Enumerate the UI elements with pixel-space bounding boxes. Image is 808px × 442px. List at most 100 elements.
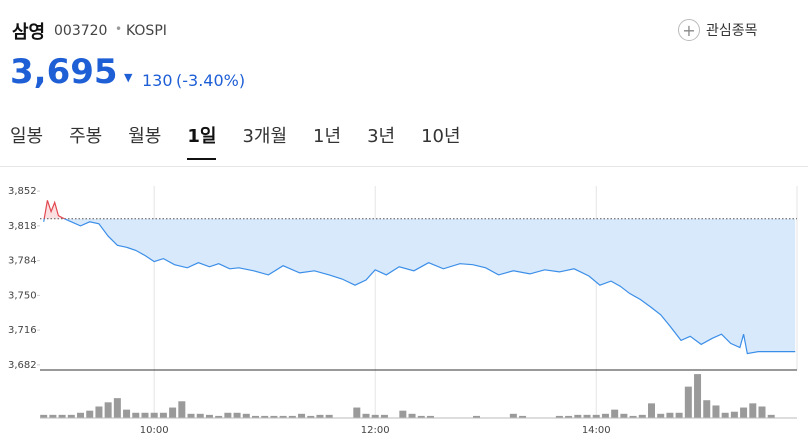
volume-bar	[758, 406, 766, 418]
volume-bar	[270, 415, 278, 418]
volume-bar	[611, 409, 619, 418]
price: 3,695	[10, 52, 118, 92]
volume-bar	[123, 409, 131, 418]
change-rate: (-3.40%)	[176, 71, 246, 90]
y-tick-label: 3,750	[8, 290, 37, 301]
volume-bar	[767, 414, 775, 418]
plus-icon: +	[678, 19, 700, 41]
volume-bar	[362, 413, 370, 418]
volume-bar	[629, 415, 637, 418]
tab[interactable]: 3년	[367, 126, 396, 147]
volume-bar	[178, 401, 186, 418]
divider	[0, 166, 808, 167]
y-tick-label: 3,852	[8, 186, 37, 197]
x-tick-label: 12:00	[361, 425, 390, 436]
tab[interactable]: 1년	[313, 126, 342, 147]
volume-bar	[426, 415, 434, 418]
tabs: 일봉 주봉 월봉 1일 3개월 1년 3년 10년	[10, 122, 487, 160]
volume-bar	[187, 413, 195, 418]
volume-bar	[113, 398, 121, 418]
volume-bar	[233, 412, 241, 418]
y-tick-label: 3,818	[8, 221, 37, 232]
volume-bar	[325, 414, 333, 418]
volume-bar	[703, 400, 711, 418]
volume-bar	[555, 415, 563, 418]
volume-bar	[684, 386, 692, 418]
volume-bar	[141, 412, 149, 418]
volume-bar	[251, 415, 259, 418]
volume-bar	[675, 412, 683, 418]
volume-bar	[215, 415, 223, 418]
volume-bar	[638, 414, 646, 418]
volume-bar	[371, 414, 379, 418]
x-tick-label: 14:00	[582, 425, 611, 436]
volume-bar	[574, 414, 582, 418]
tab[interactable]: 일봉	[10, 126, 44, 147]
volume-bar	[592, 414, 600, 418]
volume-bar	[730, 411, 738, 418]
volume-bar	[399, 410, 407, 418]
volume-bar	[86, 410, 94, 418]
volume-bar	[242, 413, 250, 418]
volume-bar	[67, 414, 75, 418]
volume-bar	[666, 412, 674, 418]
volume-bar	[196, 413, 204, 418]
stock-name: 삼영	[12, 22, 46, 43]
price-line	[43, 218, 796, 355]
volume-bar	[77, 412, 85, 418]
volume-bar	[749, 403, 757, 418]
volume-bar	[49, 414, 57, 418]
volume-bar	[565, 415, 573, 418]
volume-bar	[657, 413, 665, 418]
volume-bar	[58, 414, 66, 418]
volume-bar	[104, 402, 112, 418]
volume-bar	[694, 374, 702, 418]
down-arrow: ▼	[124, 71, 133, 84]
volume-bar	[721, 412, 729, 418]
volume-bar	[620, 413, 628, 418]
stock-code: 003720	[54, 23, 108, 39]
volume-bar	[601, 413, 609, 418]
volume-bar	[473, 415, 481, 418]
y-tick-label: 3,682	[8, 360, 37, 371]
watch-label: 관심종목	[706, 23, 758, 39]
y-tick-label: 3,784	[8, 256, 37, 267]
volume-bar	[159, 412, 167, 418]
volume-bar	[95, 406, 103, 418]
volume-bar	[740, 407, 748, 418]
volume-bar	[132, 412, 140, 418]
area-below	[43, 218, 796, 354]
market: KOSPI	[126, 23, 167, 39]
x-tick-label: 10:00	[140, 425, 169, 436]
tab[interactable]: 10년	[421, 126, 461, 147]
volume-bar	[417, 415, 425, 418]
volume-bar	[647, 403, 655, 418]
volume-bar	[583, 414, 591, 418]
volume-bar	[353, 407, 361, 418]
volume-bar	[408, 413, 416, 418]
volume-bar	[380, 414, 388, 418]
tab[interactable]: 3개월	[242, 126, 288, 147]
volume-bar	[261, 415, 269, 418]
volume-bar	[509, 413, 517, 418]
volume-bar	[288, 415, 296, 418]
volume-bar	[519, 415, 527, 418]
volume-bar	[169, 407, 177, 418]
volume-bar	[150, 412, 158, 418]
volume-bar	[298, 413, 306, 418]
watch-button[interactable]: + 관심종목	[678, 19, 758, 41]
volume-bar	[316, 414, 324, 418]
change: 130	[142, 71, 173, 90]
volume-bar	[279, 415, 287, 418]
volume-bar	[224, 412, 232, 418]
volume-bar	[205, 414, 213, 418]
separator-dot: •	[115, 22, 123, 36]
y-tick-label: 3,716	[8, 325, 37, 336]
tab[interactable]: 월봉	[128, 126, 162, 147]
volume-bar	[40, 414, 48, 418]
tab[interactable]: 주봉	[69, 126, 103, 147]
volume-bar	[307, 415, 315, 418]
tab[interactable]: 1일	[187, 122, 217, 160]
